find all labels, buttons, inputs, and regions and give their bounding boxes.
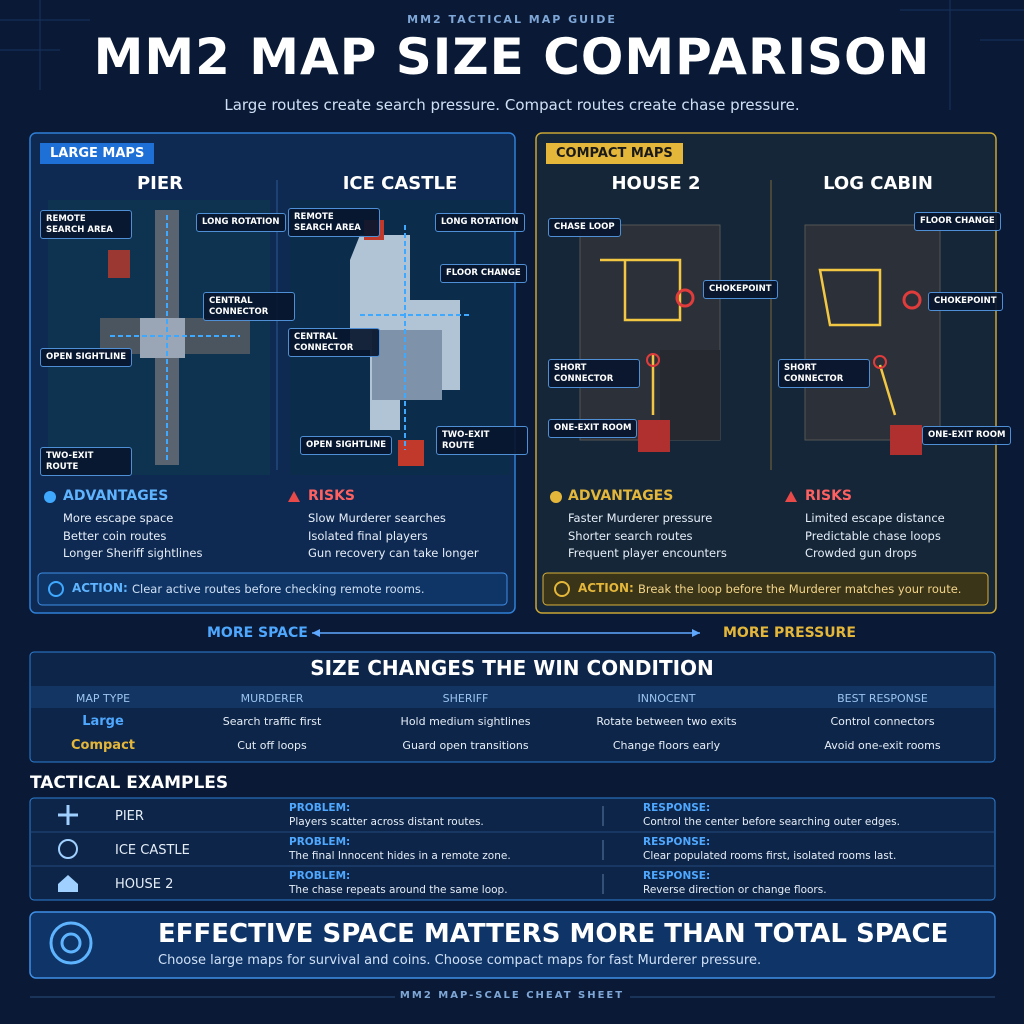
scale-label: MORE SPACE <box>207 625 308 641</box>
section-heading: RISKS <box>805 488 853 504</box>
list-item: Gun recovery can take longer <box>308 546 479 560</box>
map-label: CHOKEPOINT <box>703 280 778 299</box>
panel-tag: LARGE MAPS <box>40 143 155 164</box>
list-item: Shorter search routes <box>568 528 693 543</box>
map-label: FLOOR CHANGE <box>440 264 527 283</box>
map-label: CENTRAL CONNECTOR <box>203 292 295 322</box>
list-item: More escape space <box>63 511 174 525</box>
map-label: ONE-EXIT ROOM <box>922 426 1012 445</box>
table-cell: Guard open transitions <box>402 738 529 752</box>
map-label: REMOTE SEARCH AREA <box>40 210 132 240</box>
response-text: Reverse direction or change floors. <box>643 884 827 896</box>
table-cell: Search traffic first <box>222 714 322 728</box>
list-item: Predictable chase loops <box>805 528 941 543</box>
map-name: HOUSE 2 <box>611 173 701 194</box>
kicker: MM2 TACTICAL MAP GUIDE <box>407 13 617 26</box>
banner-text: Choose large maps for survival and coins… <box>158 953 762 968</box>
table-cell: Large <box>82 713 124 729</box>
list-item: Limited escape distance <box>805 511 945 525</box>
map-label: CHOKEPOINT <box>928 292 1003 311</box>
section-heading: ADVANTAGES <box>568 488 674 504</box>
table-cell: Compact <box>70 737 136 753</box>
problem-label: PROBLEM: <box>289 802 351 814</box>
map-name: ICE CASTLE <box>342 173 458 194</box>
problem-text: The chase repeats around the same loop. <box>289 884 508 896</box>
problem-label: PROBLEM: <box>289 836 351 848</box>
panel-tag: COMPACT MAPS <box>546 143 683 164</box>
map-label: LONG ROTATION <box>196 213 286 232</box>
map-label: CENTRAL CONNECTOR <box>288 328 380 358</box>
table-cell: Change floors early <box>612 738 721 752</box>
map-name: LOG CABIN <box>823 173 933 194</box>
map-label: SHORT CONNECTOR <box>548 359 640 389</box>
action-label: ACTION: <box>72 581 128 595</box>
table-cell: Cut off loops <box>237 738 307 752</box>
action-label: ACTION: <box>578 581 634 595</box>
table-header: INNOCENT <box>637 691 696 705</box>
map-label: FLOOR CHANGE <box>914 212 1001 231</box>
example-map: PIER <box>115 809 144 824</box>
map-label: SHORT CONNECTOR <box>778 359 870 389</box>
section-heading: ADVANTAGES <box>63 488 169 504</box>
map-label: TWO-EXIT ROUTE <box>436 426 528 456</box>
list-item: Faster Murderer pressure <box>568 511 713 525</box>
action-text: Clear active routes before checking remo… <box>132 582 425 596</box>
table-header: MURDERER <box>240 691 304 705</box>
list-item: Frequent player encounters <box>568 546 727 560</box>
scale-label: MORE PRESSURE <box>723 625 856 641</box>
action-text: Break the loop before the Murderer match… <box>638 582 962 596</box>
map-label: TWO-EXIT ROUTE <box>40 447 132 477</box>
section-title: TACTICAL EXAMPLES <box>30 773 229 793</box>
response-label: RESPONSE: <box>643 836 711 848</box>
response-text: Clear populated rooms first, isolated ro… <box>643 850 897 862</box>
map-label: ONE-EXIT ROOM <box>548 419 638 438</box>
list-item: Longer Sheriff sightlines <box>63 546 203 560</box>
example-map: ICE CASTLE <box>115 843 190 858</box>
table-title: SIZE CHANGES THE WIN CONDITION <box>310 656 714 680</box>
map-label: LONG ROTATION <box>435 213 525 232</box>
title: MM2 MAP SIZE COMPARISON <box>93 28 931 86</box>
list-item: Better coin routes <box>63 528 167 543</box>
subtitle: Large routes create search pressure. Com… <box>224 96 800 114</box>
table-cell: Avoid one-exit rooms <box>824 738 941 752</box>
table-cell: Control connectors <box>830 714 935 728</box>
problem-text: Players scatter across distant routes. <box>289 816 484 828</box>
table-header: BEST RESPONSE <box>837 691 928 705</box>
map-label: OPEN SIGHTLINE <box>300 436 392 455</box>
response-text: Control the center before searching oute… <box>643 816 900 828</box>
map-label: OPEN SIGHTLINE <box>40 348 132 367</box>
problem-label: PROBLEM: <box>289 870 351 882</box>
map-label: CHASE LOOP <box>548 218 621 237</box>
response-label: RESPONSE: <box>643 870 711 882</box>
table-header: MAP TYPE <box>75 691 131 705</box>
response-label: RESPONSE: <box>643 802 711 814</box>
list-item: Crowded gun drops <box>805 546 917 560</box>
table-cell: Rotate between two exits <box>596 714 737 728</box>
table-header: SHERIFF <box>442 691 489 705</box>
banner-title: EFFECTIVE SPACE MATTERS MORE THAN TOTAL … <box>158 919 949 949</box>
example-map: HOUSE 2 <box>115 877 174 892</box>
section-heading: RISKS <box>308 488 356 504</box>
table-cell: Hold medium sightlines <box>400 714 531 728</box>
map-label: REMOTE SEARCH AREA <box>288 208 380 238</box>
problem-text: The final Innocent hides in a remote zon… <box>289 850 511 862</box>
list-item: Slow Murderer searches <box>308 511 446 525</box>
list-item: Isolated final players <box>308 528 428 543</box>
footer: MM2 MAP-SCALE CHEAT SHEET <box>399 990 625 1001</box>
map-name: PIER <box>136 173 184 194</box>
